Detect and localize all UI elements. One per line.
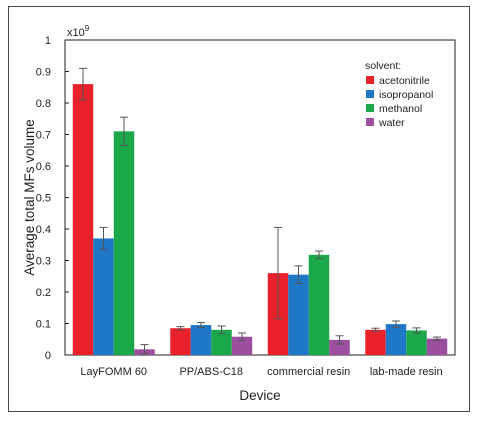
y-tick-label: 0.5 [36,193,51,205]
y-tick-label: 0.4 [36,224,51,236]
legend: solvent: acetonitrile isopropanol methanol… [365,60,433,129]
y-tick-label: 0.6 [36,161,51,173]
bar-methanol [308,254,330,355]
legend-item-water: water [366,117,405,129]
legend-label: isopropanol [379,89,433,101]
legend-swatch [366,118,374,126]
error-bar [79,67,87,101]
x-axis-title: Device [239,388,280,403]
y-axis-ticks: 0 0.1 0.2 0.3 0.4 0.5 0.6 0.7 0.8 0.9 1 [36,35,69,362]
bar-acetonitrile [72,84,94,355]
error-bar [120,116,128,147]
legend-title: solvent: [365,60,401,72]
legend-swatch [366,90,374,98]
legend-item-acetonitrile: acetonitrile [366,75,430,87]
y-tick-label: 0 [45,350,51,362]
x-tick-label: PP/ABS-C18 [179,366,243,378]
bar-methanol [211,329,232,355]
legend-label: water [378,117,405,129]
legend-label: acetonitrile [379,75,430,87]
error-bar [217,325,226,335]
y-tick-label: 0.2 [36,287,51,299]
y-tick-label: 1 [45,35,51,47]
error-bar [238,332,246,342]
error-bar [315,250,323,260]
y-scale-base: x10 [67,27,85,39]
x-tick-label: commercial resin [267,366,350,378]
y-axis-title: Average total MFs volume [22,119,37,276]
x-tick-label: lab-made resin [370,366,443,378]
error-bar [412,327,421,334]
y-scale-label: x109 [67,24,90,39]
error-bar [274,226,282,320]
y-tick-label: 0.1 [36,319,51,331]
y-tick-label: 0.7 [36,130,51,142]
error-bar [176,326,185,331]
bars-group [72,67,448,355]
bar-methanol [406,330,427,355]
error-bar [197,322,205,329]
legend-swatch [366,76,374,84]
bar-acetonitrile [170,328,191,355]
y-tick-label: 0.8 [36,98,51,110]
bar-isopropanol [93,238,114,355]
error-bar [371,327,380,332]
x-tick-label: LayFOMM 60 [80,366,147,378]
bar-water [329,339,350,355]
error-bar [294,265,303,284]
error-bar [392,320,400,328]
error-bar [140,344,149,355]
error-bar [433,336,441,341]
bar-isopropanol [385,324,407,355]
bar-isopropanol [288,274,309,355]
bar-water [426,338,448,355]
legend-label: methanol [379,103,422,115]
bar-acetonitrile [365,329,386,355]
x-axis-ticks: LayFOMM 60 PP/ABS-C18 commercial resin lab-… [80,366,442,378]
legend-item-methanol: methanol [366,103,422,115]
y-scale-exponent: 9 [85,24,90,33]
bar-isopropanol [190,325,212,355]
y-tick-label: 0.3 [36,256,51,268]
legend-item-isopropanol: isopropanol [366,89,433,101]
bar-water [231,336,253,355]
y-tick-label: 0.9 [36,67,51,79]
bar-methanol [113,131,135,355]
error-bar [99,226,108,250]
legend-swatch [366,104,374,112]
error-bar [335,335,344,345]
